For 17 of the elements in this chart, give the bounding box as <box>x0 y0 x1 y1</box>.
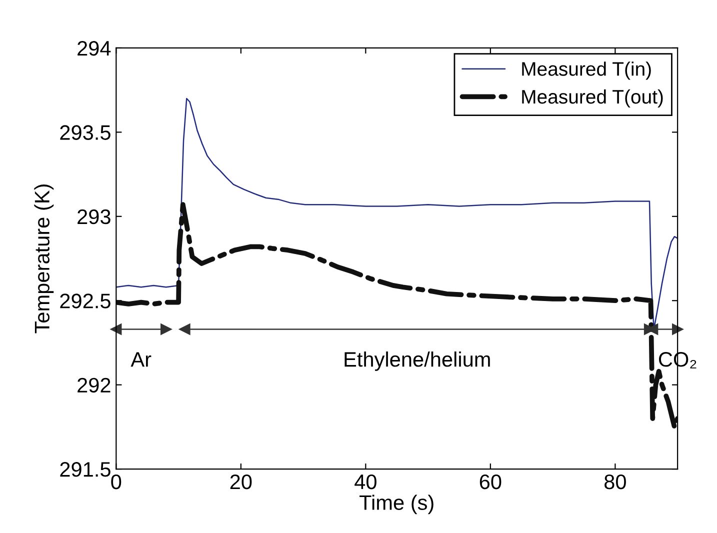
x-tick-label: 60 <box>480 474 502 490</box>
y-tick-label: 291.5 <box>60 462 110 477</box>
y-tick-label: 293 <box>78 209 110 224</box>
legend-label: Measured T(in) <box>522 62 651 80</box>
x-tick-label: 80 <box>604 474 626 490</box>
annotation: Ethylene/helium <box>344 351 490 371</box>
y-axis-title: Temperature (K) <box>34 184 54 334</box>
x-tick-label: 0 <box>111 474 122 490</box>
x-axis-title: Time (s) <box>360 494 434 514</box>
legend-label: Measured T(out) <box>522 89 663 108</box>
annotation: Ar <box>130 352 152 367</box>
y-tick-label: 293.5 <box>60 125 110 140</box>
y-tick-label: 292 <box>78 378 110 393</box>
y-tick-label: 292.5 <box>60 294 110 308</box>
x-tick-label: 40 <box>354 474 376 490</box>
x-tick-label: 20 <box>230 474 252 490</box>
y-tick-label: 294 <box>78 40 111 56</box>
